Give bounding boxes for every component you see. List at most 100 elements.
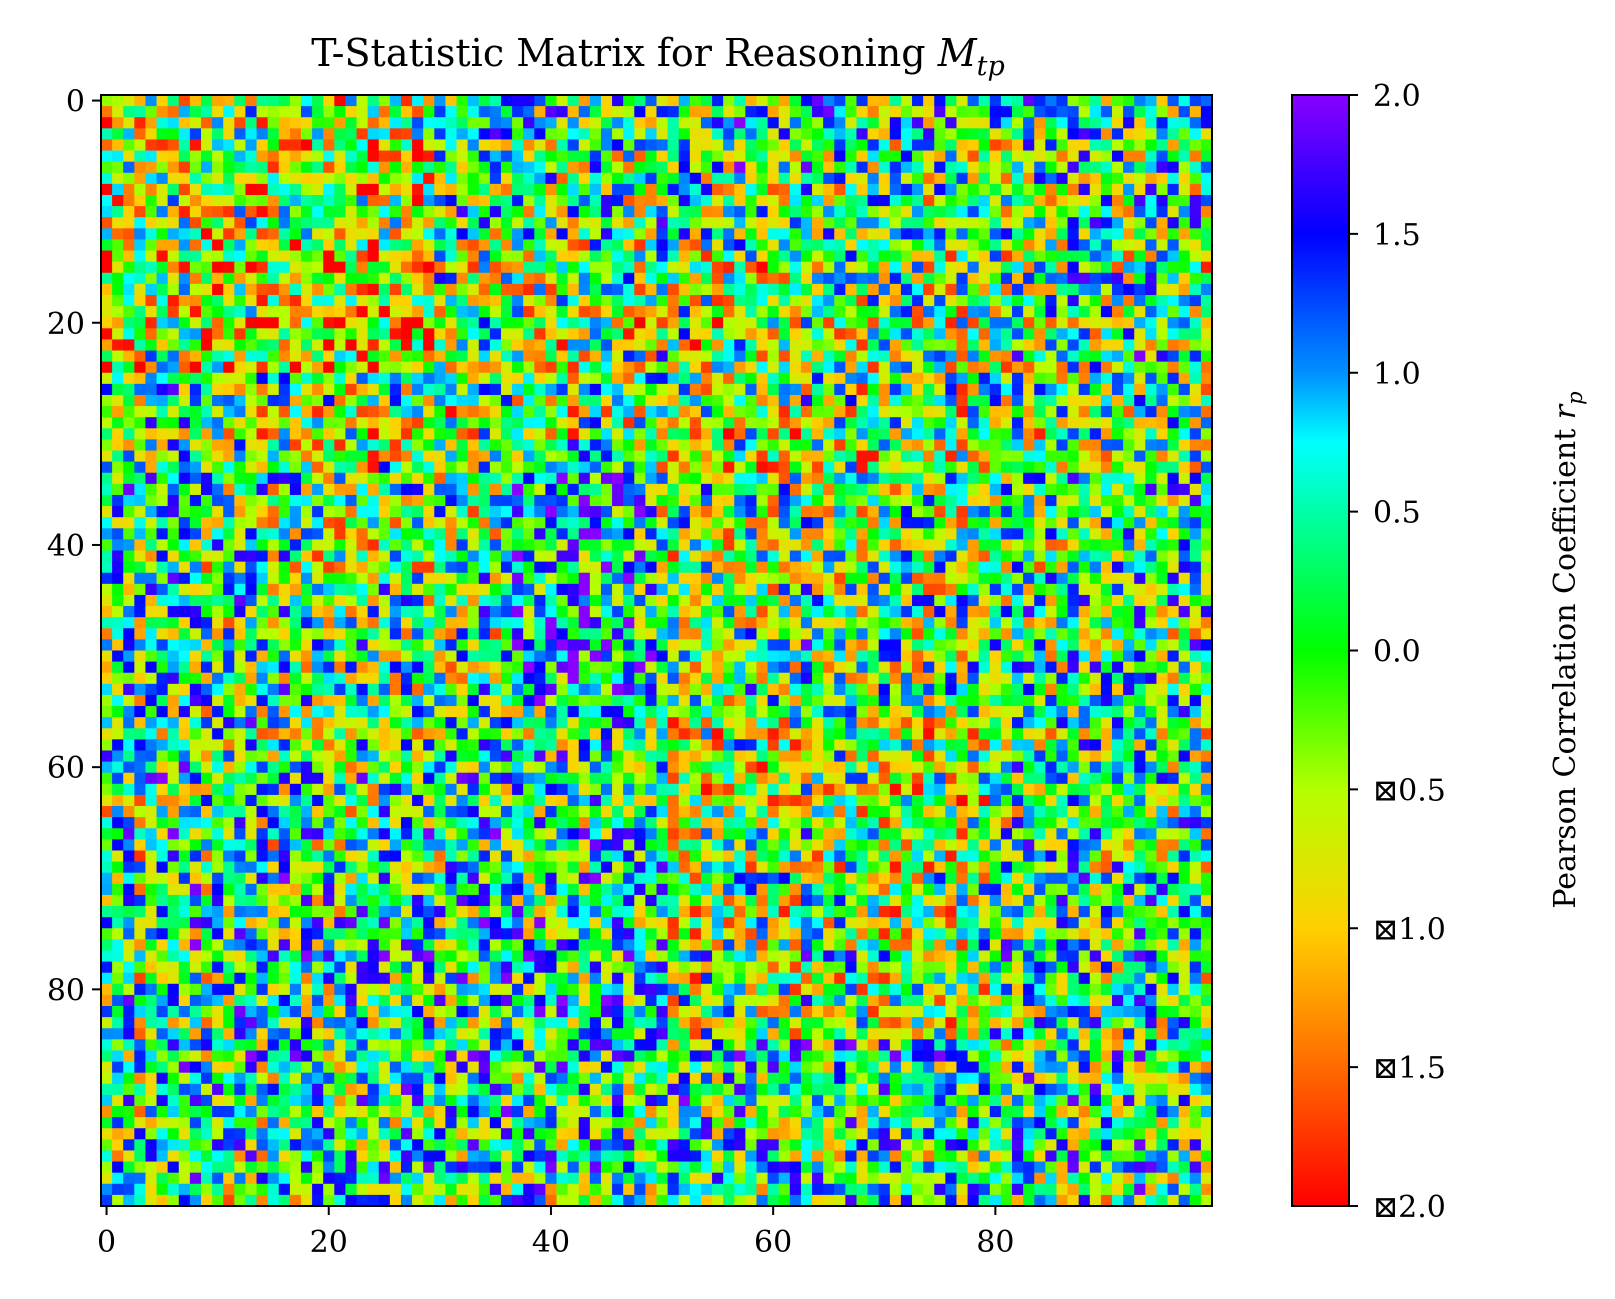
heatmap-cell — [656, 550, 669, 563]
heatmap-cell — [489, 628, 502, 640]
heatmap-cell — [400, 194, 413, 207]
heatmap-cell — [245, 617, 258, 629]
heatmap-cell — [978, 639, 991, 652]
heatmap-cell — [556, 106, 569, 118]
heatmap-cell — [1100, 350, 1113, 363]
heatmap-cell — [123, 517, 135, 529]
heatmap-cell — [1134, 350, 1146, 363]
heatmap-cell — [900, 306, 913, 318]
heatmap-cell — [267, 494, 280, 507]
heatmap-cell — [189, 172, 202, 185]
heatmap-cell — [156, 583, 169, 596]
heatmap-cell — [1123, 506, 1135, 518]
heatmap-cell — [478, 172, 491, 185]
heatmap-cell — [400, 217, 413, 229]
heatmap-cell — [267, 261, 280, 274]
heatmap-cell — [467, 206, 480, 218]
heatmap-cell — [734, 417, 746, 429]
heatmap-cell — [612, 550, 624, 563]
heatmap-cell — [489, 228, 502, 241]
heatmap-cell — [556, 583, 569, 596]
heatmap-cell — [1023, 617, 1035, 629]
heatmap-cell — [589, 550, 602, 563]
heatmap-cell — [312, 95, 324, 107]
heatmap-cell — [500, 294, 513, 307]
heatmap-cell — [1089, 228, 1102, 241]
heatmap-cell — [267, 450, 280, 463]
heatmap-cell — [334, 372, 347, 385]
heatmap-cell — [156, 95, 169, 107]
heatmap-cell — [889, 317, 902, 329]
heatmap-cell — [189, 617, 202, 629]
heatmap-cell — [434, 639, 447, 652]
heatmap-cell — [256, 561, 269, 574]
heatmap-cell — [178, 450, 191, 463]
heatmap-cell — [912, 483, 924, 496]
heatmap-cell — [712, 461, 724, 474]
heatmap-cell — [278, 550, 291, 563]
heatmap-cell — [712, 272, 724, 285]
heatmap-cell — [534, 394, 546, 407]
heatmap-cell — [1012, 494, 1024, 507]
heatmap-cell — [578, 294, 591, 307]
heatmap-cell — [1000, 172, 1013, 185]
heatmap-cell — [323, 639, 335, 652]
heatmap-cell — [412, 550, 424, 563]
heatmap-cell — [734, 461, 746, 474]
heatmap-cell — [434, 494, 447, 507]
heatmap-cell — [667, 483, 680, 496]
heatmap-cell — [867, 239, 880, 252]
heatmap-cell — [367, 283, 380, 296]
heatmap-cell — [889, 617, 902, 629]
heatmap-cell — [823, 161, 835, 174]
heatmap-cell — [723, 317, 735, 329]
heatmap-cell — [534, 561, 546, 574]
heatmap-cell — [134, 172, 147, 185]
heatmap-cell — [778, 361, 791, 374]
heatmap-cell — [1100, 206, 1113, 218]
heatmap-cell — [878, 339, 891, 352]
heatmap-cell — [334, 439, 347, 452]
heatmap-cell — [812, 439, 824, 452]
heatmap-cell — [567, 183, 580, 196]
heatmap-cell — [934, 328, 946, 341]
heatmap-cell — [312, 294, 324, 307]
heatmap-cell — [412, 506, 424, 518]
heatmap-cell — [923, 239, 935, 252]
heatmap-cell — [356, 450, 369, 463]
heatmap-cell — [101, 506, 113, 518]
heatmap-cell — [967, 172, 980, 185]
heatmap-cell — [367, 617, 380, 629]
heatmap-cell — [1189, 550, 1202, 563]
heatmap-cell — [712, 528, 724, 540]
heatmap-cell — [500, 572, 513, 585]
heatmap-cell — [912, 128, 924, 141]
heatmap-cell — [145, 183, 158, 196]
heatmap-cell — [723, 217, 735, 229]
heatmap-cell — [200, 350, 213, 363]
heatmap-cell — [245, 628, 258, 640]
heatmap-cell — [1023, 506, 1035, 518]
heatmap-cell — [734, 194, 746, 207]
heatmap-cell — [812, 139, 824, 152]
heatmap-cell — [634, 139, 646, 152]
heatmap-cell — [523, 217, 535, 229]
heatmap-cell — [1100, 394, 1113, 407]
heatmap-cell — [912, 261, 924, 274]
heatmap-cell — [245, 494, 258, 507]
heatmap-cell — [523, 139, 535, 152]
heatmap-cell — [456, 428, 469, 441]
heatmap-cell — [445, 95, 458, 107]
heatmap-cell — [145, 117, 158, 129]
heatmap-cell — [789, 439, 802, 452]
heatmap-cell — [300, 339, 313, 352]
heatmap-cell — [156, 272, 169, 285]
heatmap-cell — [923, 228, 935, 241]
heatmap-cell — [567, 161, 580, 174]
heatmap-cell — [500, 194, 513, 207]
heatmap-cell — [667, 306, 680, 318]
heatmap-cell — [400, 517, 413, 529]
heatmap-cell — [112, 550, 124, 563]
heatmap-cell — [867, 372, 880, 385]
heatmap-cell — [456, 639, 469, 652]
